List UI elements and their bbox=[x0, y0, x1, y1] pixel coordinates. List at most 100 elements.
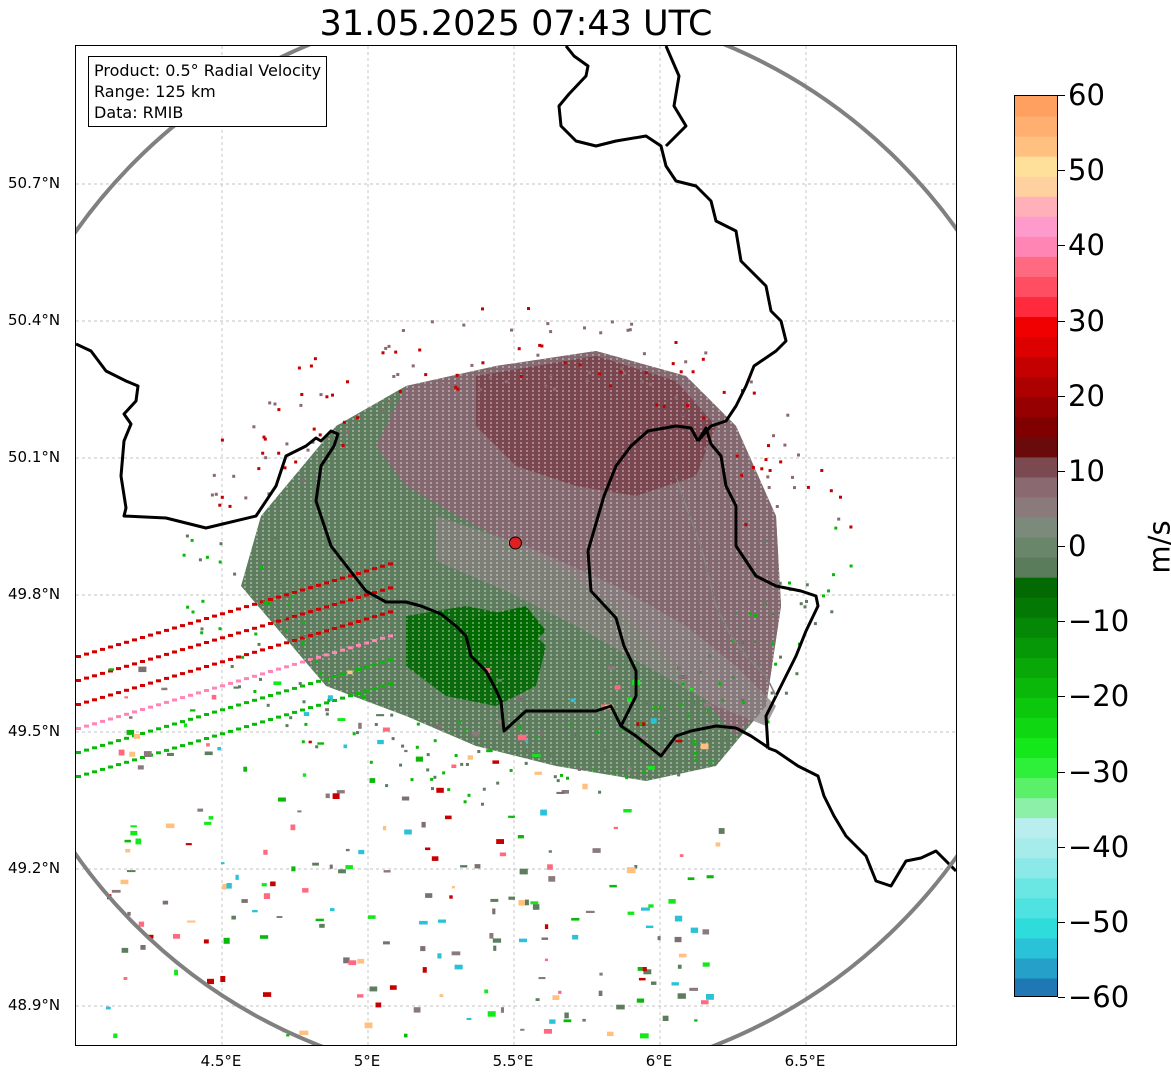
colorbar-segment bbox=[1015, 697, 1057, 718]
clutter-speckle bbox=[212, 710, 217, 714]
clutter-speckle bbox=[382, 727, 390, 732]
clutter-speckle bbox=[556, 779, 560, 783]
clutter-speckle bbox=[569, 723, 573, 727]
clutter-speckle bbox=[766, 475, 770, 479]
radar-map[interactable] bbox=[75, 45, 957, 1046]
clutter-speckle bbox=[172, 722, 177, 726]
clutter-speckle bbox=[357, 958, 365, 964]
clutter-speckle bbox=[364, 641, 369, 645]
clutter-speckle bbox=[460, 762, 464, 766]
clutter-speckle bbox=[530, 901, 539, 905]
clutter-speckle bbox=[690, 927, 699, 933]
clutter-speckle bbox=[220, 976, 226, 982]
clutter-speckle bbox=[220, 612, 225, 616]
clutter-speckle bbox=[543, 1029, 552, 1034]
clutter-speckle bbox=[187, 920, 196, 923]
clutter-speckle bbox=[140, 708, 145, 711]
clutter-speckle bbox=[285, 724, 289, 728]
clutter-speckle bbox=[638, 736, 646, 739]
clutter-speckle bbox=[549, 374, 553, 378]
clutter-speckle bbox=[340, 648, 345, 652]
clutter-speckle bbox=[609, 384, 612, 388]
clutter-speckle bbox=[346, 380, 349, 384]
clutter-speckle bbox=[300, 636, 305, 640]
colorbar-tick-mark bbox=[1058, 921, 1065, 923]
clutter-speckle bbox=[303, 712, 310, 717]
clutter-speckle bbox=[261, 451, 265, 455]
clutter-speckle bbox=[291, 595, 295, 599]
clutter-speckle bbox=[830, 610, 834, 614]
clutter-speckle bbox=[345, 865, 353, 870]
colorbar-segment bbox=[1015, 757, 1057, 779]
clutter-speckle bbox=[571, 727, 575, 731]
clutter-speckle bbox=[236, 631, 241, 635]
clutter-speckle bbox=[519, 868, 528, 875]
clutter-speckle bbox=[689, 687, 694, 691]
colorbar-segment bbox=[1015, 196, 1057, 217]
colorbar-tick-label: −40 bbox=[1068, 829, 1130, 864]
clutter-speckle bbox=[267, 492, 271, 496]
clutter-speckle bbox=[204, 665, 209, 668]
colorbar-segment bbox=[1015, 897, 1057, 919]
clutter-speckle bbox=[241, 899, 248, 903]
clutter-speckle bbox=[292, 710, 297, 714]
clutter-speckle bbox=[148, 681, 153, 685]
clutter-speckle bbox=[340, 576, 345, 580]
clutter-speckle bbox=[772, 434, 775, 438]
clutter-speckle bbox=[638, 977, 646, 981]
clutter-speckle bbox=[252, 722, 257, 726]
clutter-speckle bbox=[204, 751, 213, 756]
clutter-speckle bbox=[706, 875, 714, 879]
clutter-speckle bbox=[317, 742, 325, 745]
clutter-speckle bbox=[294, 460, 298, 464]
clutter-speckle bbox=[164, 748, 169, 752]
clutter-speckle bbox=[703, 703, 712, 707]
clutter-speckle bbox=[356, 691, 361, 695]
clutter-speckle bbox=[348, 960, 357, 966]
clutter-speckle bbox=[316, 631, 321, 635]
clutter-speckle bbox=[254, 632, 258, 636]
clutter-speckle bbox=[220, 708, 225, 712]
clutter-speckle bbox=[518, 900, 526, 906]
clutter-speckle bbox=[345, 848, 350, 852]
clutter-speckle bbox=[640, 380, 644, 384]
clutter-speckle bbox=[582, 1018, 586, 1022]
clutter-speckle bbox=[361, 695, 367, 699]
clutter-speckle bbox=[200, 631, 204, 635]
colorbar-segment bbox=[1015, 536, 1057, 558]
clutter-speckle bbox=[211, 694, 217, 700]
clutter-speckle bbox=[340, 600, 345, 604]
velocity-echoes bbox=[76, 307, 853, 1039]
clutter-speckle bbox=[188, 645, 193, 649]
clutter-speckle bbox=[731, 639, 735, 643]
clutter-speckle bbox=[493, 945, 497, 951]
clutter-speckle bbox=[262, 435, 266, 439]
clutter-speckle bbox=[436, 787, 444, 793]
clutter-speckle bbox=[627, 911, 635, 915]
clutter-speckle bbox=[645, 925, 654, 928]
clutter-speckle bbox=[342, 420, 346, 424]
clutter-speckle bbox=[415, 745, 419, 749]
clutter-speckle bbox=[120, 879, 129, 885]
clutter-speckle bbox=[380, 564, 385, 568]
clutter-speckle bbox=[671, 362, 675, 366]
clutter-speckle bbox=[508, 896, 515, 900]
clutter-speckle bbox=[619, 370, 623, 374]
clutter-speckle bbox=[116, 739, 121, 743]
border-germany-france bbox=[767, 746, 956, 888]
colorbar-segment bbox=[1015, 376, 1057, 398]
clutter-speckle bbox=[820, 469, 824, 472]
clutter-speckle bbox=[829, 489, 833, 493]
clutter-speckle bbox=[572, 934, 579, 940]
clutter-speckle bbox=[642, 352, 646, 356]
colorbar-segment bbox=[1015, 136, 1057, 157]
clutter-speckle bbox=[140, 684, 145, 687]
clutter-speckle bbox=[341, 444, 345, 447]
clutter-speckle bbox=[337, 718, 346, 721]
clutter-speckle bbox=[547, 864, 553, 870]
colorbar-segment bbox=[1015, 436, 1057, 458]
clutter-speckle bbox=[348, 622, 353, 626]
clutter-speckle bbox=[548, 876, 556, 882]
clutter-speckle bbox=[678, 953, 687, 958]
clutter-speckle bbox=[207, 978, 214, 985]
